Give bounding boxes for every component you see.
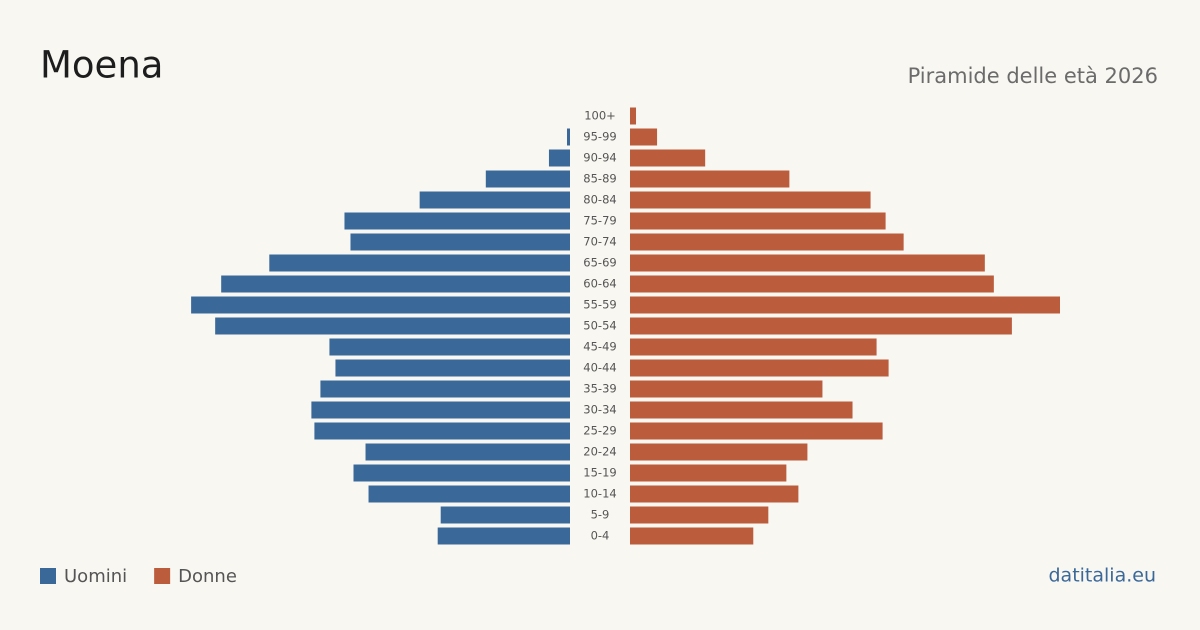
bar — [630, 422, 883, 440]
bar — [191, 296, 570, 314]
bar — [566, 128, 570, 146]
source: datitalia.eu — [1049, 565, 1157, 587]
age-label: 30-34 — [583, 403, 616, 417]
age-label: 15-19 — [583, 466, 616, 480]
bar — [311, 401, 570, 419]
bar — [437, 527, 570, 545]
legend-label: Donne — [178, 566, 237, 587]
bar — [344, 212, 570, 230]
bar — [368, 485, 570, 503]
bar — [630, 317, 1012, 335]
chart-title: Moena — [40, 44, 163, 87]
legend-swatch — [154, 568, 171, 584]
bar — [630, 464, 787, 482]
bar — [630, 149, 706, 167]
age-label: 40-44 — [583, 361, 616, 375]
bar — [630, 191, 871, 209]
age-label: 45-49 — [583, 340, 616, 354]
age-label: 25-29 — [583, 424, 616, 438]
age-label: 70-74 — [583, 235, 616, 249]
bar — [630, 527, 754, 545]
age-label: 100+ — [584, 109, 616, 123]
bar — [269, 254, 570, 272]
age-label: 55-59 — [583, 298, 616, 312]
legend-label: Uomini — [64, 566, 127, 587]
age-label: 0-4 — [591, 529, 610, 543]
age-label: 95-99 — [583, 130, 616, 144]
bar — [630, 212, 886, 230]
bar — [630, 254, 985, 272]
bar — [630, 401, 853, 419]
bar — [630, 170, 790, 188]
bar — [630, 380, 823, 398]
bar — [630, 338, 877, 356]
age-label: 20-24 — [583, 445, 616, 459]
chart-subtitle: Piramide delle età 2026 — [908, 64, 1158, 88]
age-label: 60-64 — [583, 277, 616, 291]
age-label: 50-54 — [583, 319, 616, 333]
bar — [215, 317, 571, 335]
bar — [630, 443, 808, 461]
bar — [419, 191, 570, 209]
bar — [630, 485, 799, 503]
age-label: 10-14 — [583, 487, 616, 501]
age-label: 75-79 — [583, 214, 616, 228]
age-label: 90-94 — [583, 151, 616, 165]
bar — [365, 443, 570, 461]
bar — [548, 149, 570, 167]
bar — [630, 128, 658, 146]
bar — [320, 380, 570, 398]
bar — [329, 338, 570, 356]
bar — [350, 233, 570, 251]
bar — [335, 359, 570, 377]
bar — [353, 464, 570, 482]
bar — [630, 296, 1060, 314]
bar — [221, 275, 570, 293]
bar — [630, 275, 994, 293]
bar — [630, 506, 769, 524]
bar — [485, 170, 570, 188]
age-label: 5-9 — [591, 508, 610, 522]
age-label: 80-84 — [583, 193, 616, 207]
bar — [630, 107, 637, 125]
bar — [440, 506, 570, 524]
bar — [314, 422, 570, 440]
age-label: 65-69 — [583, 256, 616, 270]
legend-swatch — [40, 568, 56, 584]
bar — [630, 359, 889, 377]
age-label: 85-89 — [583, 172, 616, 186]
age-label: 35-39 — [583, 382, 616, 396]
bar — [630, 233, 904, 251]
